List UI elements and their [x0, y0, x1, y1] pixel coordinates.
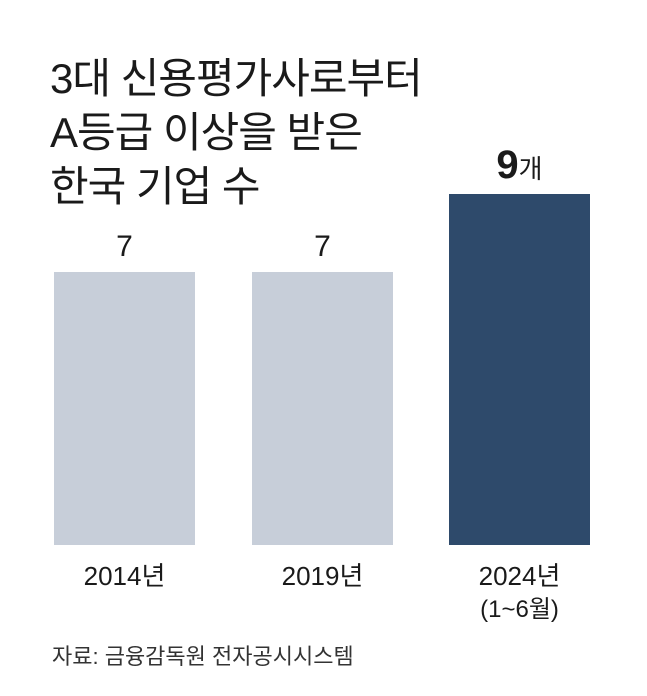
bar-value-label-0: 7	[116, 230, 133, 263]
title-line-3: 한국 기업 수	[50, 163, 261, 210]
source-note: 자료: 금융감독원 전자공시시스템	[52, 644, 354, 669]
bar-value-label-2: 9개	[496, 143, 542, 187]
bar-value-number-0: 7	[116, 230, 133, 263]
title-line-1: 3대 신용평가사로부터	[50, 55, 423, 102]
bar-0	[54, 272, 195, 545]
category-label-2: 2024년	[479, 561, 561, 591]
bar-value-label-1: 7	[314, 230, 331, 263]
bar-value-number-2: 9	[496, 143, 518, 187]
category-label-0: 2014년	[84, 561, 166, 591]
category-sublabel-2: (1~6월)	[480, 596, 559, 623]
title-line-2: A등급 이상을 받은	[50, 109, 363, 156]
bar-2	[449, 194, 590, 545]
bar-1	[252, 272, 393, 545]
category-label-1: 2019년	[282, 561, 364, 591]
bar-value-number-1: 7	[314, 230, 331, 263]
bar-value-unit-2: 개	[519, 154, 543, 184]
